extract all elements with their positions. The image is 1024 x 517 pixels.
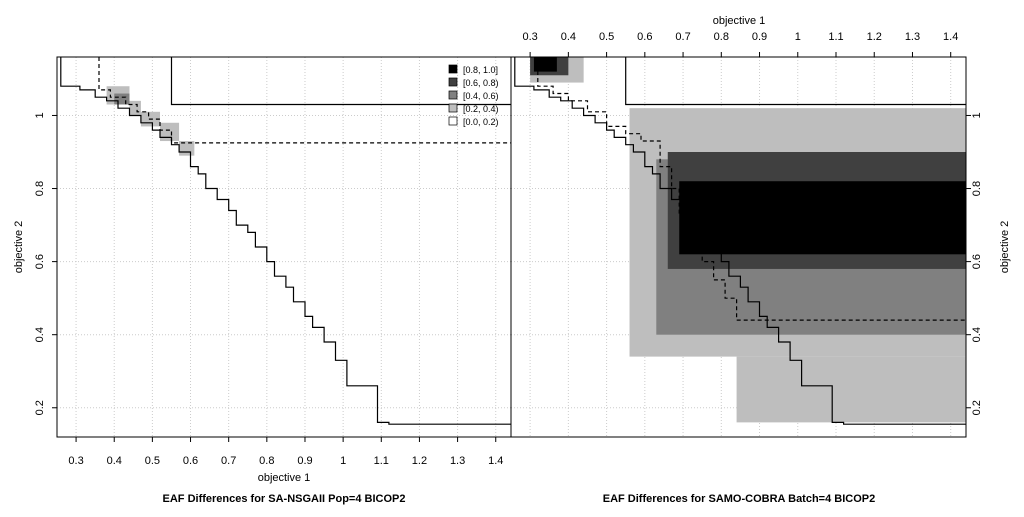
x-tick-label: 0.3 [68,455,83,467]
x-tick-label: 0.5 [599,31,614,43]
y-tick-label: 1 [971,112,983,118]
y-tick-label: 0.8 [971,181,983,196]
attainment-best-line [60,57,511,425]
left-panel-frame [56,56,512,438]
x-tick-label: 1.4 [488,455,503,467]
x-tick-label: 0.5 [145,455,160,467]
attainment-median-line [98,57,511,144]
attainment-best-line [514,57,966,425]
legend-swatch [448,116,458,126]
axes: 0.3 0.4 0.5 0.6 0.7 0.8 0.9 1 1.1 1.2 1.3 1.4 0.2 0.4… [34,31,983,467]
legend-swatch [448,90,458,100]
attainment-median-line [537,57,966,321]
y-tick-label: 0.6 [971,254,983,269]
x-tick-label: 0.8 [259,455,274,467]
eaf-region [129,100,141,116]
x-tick-label: 1 [795,31,801,43]
eaf-region [114,93,130,105]
left-panel: [0.8, 1.0] [0.6, 0.8) [0.4, 0.6) [0.2, 0.4)… [57,57,511,437]
x-tick-label: 0.3 [522,31,537,43]
eaf-region [533,57,557,72]
legend-label: [0.2, 0.4) [463,104,499,114]
legend-label: [0.6, 0.8) [463,78,499,88]
legend-label: [0.8, 1.0] [463,65,498,75]
legend-label: [0.4, 0.6) [463,91,499,101]
x-tick-label: 0.8 [714,31,729,43]
legend: [0.8, 1.0] [0.6, 0.8) [0.4, 0.6) [0.2, 0.4)… [448,64,499,127]
right-y-axis-title: objective 2 [999,221,1011,274]
left-panel-caption: EAF Differences for SA-NSGAII Pop=4 BICO… [163,493,406,505]
right-panel-caption: EAF Differences for SAMO-COBRA Batch=4 B… [603,493,876,505]
right-panel [511,57,966,437]
eaf-region [736,356,966,423]
left-difference-regions [106,86,195,156]
x-tick-label: 1.2 [867,31,882,43]
y-tick-label: 0.4 [971,327,983,342]
y-tick-label: 0.6 [34,254,46,269]
attainment-worst-line [170,57,511,106]
x-tick-label: 0.7 [221,455,236,467]
x-tick-label: 1.3 [905,31,920,43]
y-tick-label: 1 [34,112,46,118]
legend-swatch [448,77,458,87]
x-tick-label: 0.7 [675,31,690,43]
y-tick-label: 0.2 [971,400,983,415]
x-tick-label: 0.9 [752,31,767,43]
right-x-axis-title: objective 1 [713,15,766,27]
right-difference-regions [530,57,966,423]
left-y-axis-title: objective 2 [13,221,25,274]
legend-swatch [448,103,458,113]
x-tick-label: 1.1 [828,31,843,43]
legend-label: [0.0, 0.2) [463,117,499,127]
x-tick-label: 0.4 [107,455,122,467]
x-tick-label: 0.9 [297,455,312,467]
x-tick-label: 0.6 [637,31,652,43]
x-tick-label: 1 [340,455,346,467]
attainment-worst-line [625,57,966,106]
x-tick-label: 1.2 [412,455,427,467]
eaf-region [160,122,180,142]
right-attainment-lines [514,57,966,425]
eaf-region [679,181,966,255]
left-x-axis-title: objective 1 [258,472,311,484]
x-tick-label: 1.4 [943,31,958,43]
left-attainment-lines [60,57,511,425]
x-tick-label: 0.6 [183,455,198,467]
left-grid [57,57,511,437]
y-tick-label: 0.2 [34,400,46,415]
x-tick-label: 1.1 [374,455,389,467]
x-tick-label: 0.4 [561,31,576,43]
y-tick-label: 0.4 [34,327,46,342]
legend-swatch [448,64,458,74]
x-tick-label: 1.3 [450,455,465,467]
y-tick-label: 0.8 [34,181,46,196]
